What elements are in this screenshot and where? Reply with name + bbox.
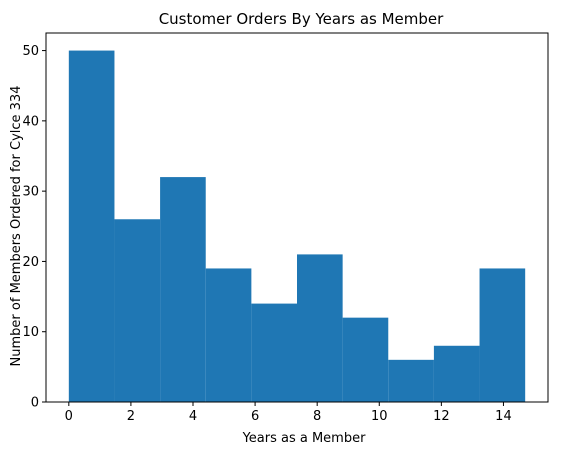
histogram-bar [160, 177, 206, 402]
histogram-bar [251, 303, 297, 402]
x-tick-label: 4 [189, 409, 197, 424]
x-tick-label: 12 [433, 409, 450, 424]
y-axis-ticks: 0 10 20 30 40 50 [22, 44, 46, 411]
plot-area-frame [45, 32, 549, 403]
y-tick-label: 50 [22, 44, 39, 59]
y-tick-label: 20 [22, 255, 39, 270]
y-tick-label: 40 [22, 114, 39, 129]
x-tick-label: 6 [251, 409, 259, 424]
x-tick-label: 0 [65, 409, 73, 424]
histogram-bars [68, 50, 526, 402]
x-axis-ticks: 0 2 4 6 8 10 12 14 [65, 402, 512, 424]
x-tick-label: 10 [371, 409, 388, 424]
x-axis-label: Years as a Member [242, 431, 367, 446]
y-tick-label: 10 [22, 325, 39, 340]
histogram-bar [205, 268, 252, 402]
y-tick-label: 30 [22, 185, 39, 200]
chart-title: Customer Orders By Years as Member [159, 10, 444, 28]
histogram-bar [433, 345, 480, 402]
x-tick-label: 8 [313, 409, 321, 424]
x-tick-label: 14 [495, 409, 512, 424]
x-tick-label: 2 [127, 409, 135, 424]
histogram-bar [297, 254, 343, 402]
histogram-bar [388, 359, 434, 402]
y-axis-label: Number of Members Ordered for Cylce 334 [9, 86, 24, 367]
histogram-bar [342, 317, 389, 402]
histogram-bar [114, 219, 161, 402]
y-tick-label: 0 [31, 396, 39, 411]
histogram-bar [68, 50, 115, 402]
histogram-bar [479, 268, 526, 402]
